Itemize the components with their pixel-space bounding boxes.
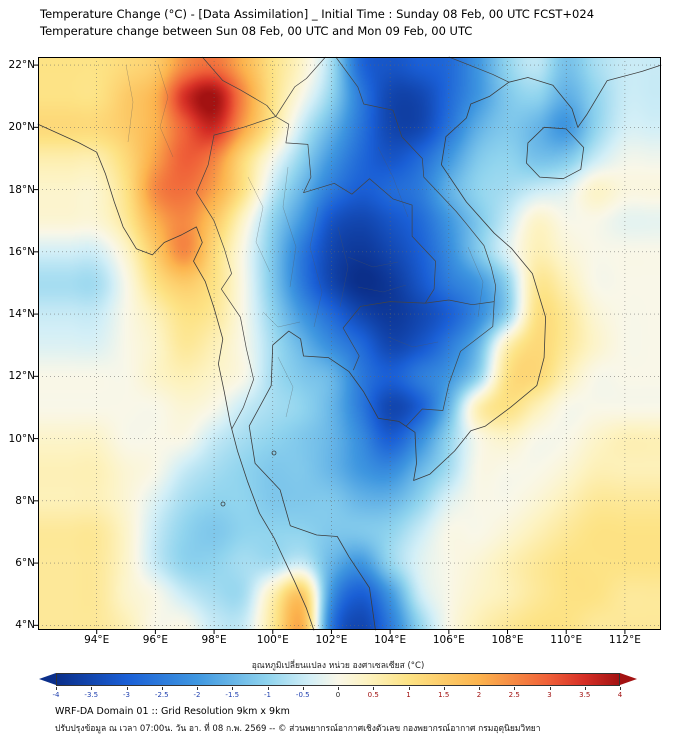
x-tick-label: 94°E <box>84 634 110 646</box>
colorbar-tick-label: 2.5 <box>508 691 520 699</box>
x-tick-label: 104°E <box>374 634 407 646</box>
colorbar-tick-mark <box>161 687 163 690</box>
island-phuket <box>220 501 226 507</box>
colorbar-overflow-arrow <box>620 673 637 685</box>
axis-tick-marks <box>34 64 626 634</box>
colorbar-tick-labels: -4 -3.5 -3 -2.5 -2 -1.5 -1 -0.5 0 0.5 1 1.5 2 2.5 3 3.5… <box>52 687 623 701</box>
coastline-west-peninsula <box>37 123 315 631</box>
colorbar-tick-label: -2.5 <box>154 691 169 699</box>
colorbar-tick-label: 0 <box>335 691 341 699</box>
y-tick-label: 16°N <box>8 245 35 258</box>
border-laos-vietnam <box>335 56 497 302</box>
x-tick-label: 96°E <box>142 634 168 646</box>
y-tick-label: 4°N <box>15 619 35 632</box>
footer-agency-info: ปรับปรุงข้อมูล ณ เวลา 07:00น. วัน อา. ที… <box>55 724 541 734</box>
y-tick-label: 8°N <box>15 494 35 507</box>
x-tick-label: 106°E <box>432 634 465 646</box>
colorbar-tick-mark <box>620 687 621 690</box>
y-tick-label: 14°N <box>8 308 35 321</box>
border-myanmar-thailand <box>196 116 276 430</box>
x-tick-label: 108°E <box>491 634 524 646</box>
x-tick-label: 98°E <box>201 634 227 646</box>
colorbar-tick-mark <box>267 687 269 690</box>
colorbar-gradient <box>56 673 620 686</box>
colorbar-tick-label: 0.5 <box>367 691 379 699</box>
colorbar-tick-label: 4 <box>617 691 623 699</box>
border-cambodia-vietnam <box>405 301 495 427</box>
border-myanmar-china <box>202 56 276 117</box>
header: Temperature Change (°C) - [Data Assimila… <box>40 6 594 40</box>
y-tick-label: 18°N <box>8 183 35 196</box>
colorbar-title: อุณหภูมิเปลี่ยนแปลง หน่วย องศาเซลเซียส (… <box>251 661 425 671</box>
colorbar-tick-mark <box>302 687 304 690</box>
colorbar-tick-mark <box>479 687 480 690</box>
border-thailand-laos-cambodia <box>275 116 436 371</box>
y-tick-label: 22°N <box>8 59 35 72</box>
colorbar-tick-label: -4 <box>52 691 60 699</box>
footer-domain-info: WRF-DA Domain 01 :: Grid Resolution 9km … <box>55 706 290 717</box>
coastline-hainan-island <box>526 126 585 180</box>
chart-subtitle: Temperature change between Sun 08 Feb, 0… <box>40 24 473 38</box>
colorbar-tick-mark <box>373 687 375 690</box>
colorbar-tick-mark <box>56 687 57 690</box>
y-tick-label: 20°N <box>8 121 35 134</box>
y-tick-label: 12°N <box>8 370 35 383</box>
colorbar-tick-label: 1.5 <box>438 691 450 699</box>
island-samui <box>271 450 277 456</box>
x-tick-label: 112°E <box>608 634 641 646</box>
colorbar-tick-mark <box>338 687 339 690</box>
colorbar-tick-label: 2 <box>476 691 482 699</box>
colorbar-tick-label: 3 <box>547 691 552 699</box>
chart-title: Temperature Change (°C) - [Data Assimila… <box>40 7 595 21</box>
colorbar-tick-mark <box>91 687 93 690</box>
colorbar-tick-label: -0.5 <box>295 691 310 699</box>
y-tick-label: 10°N <box>8 432 35 445</box>
colorbar-tick-label: -3.5 <box>84 691 99 699</box>
map-plot: 94°E 96°E 98°E 100°E 102°E 104°E 106°E 108°E 110… <box>9 56 662 646</box>
colorbar-underflow-arrow <box>39 673 56 685</box>
border-laos-cambodia <box>425 299 495 306</box>
border-myanmar-laos <box>275 56 326 117</box>
country-borders <box>196 56 510 430</box>
colorbar-tick-label: -1.5 <box>225 691 240 699</box>
colorbar-tick-mark <box>514 687 516 690</box>
plot-border <box>38 57 661 630</box>
colorbar-tick-mark <box>549 687 551 690</box>
colorbar-tick-mark <box>126 687 128 690</box>
colorbar-tick-label: -3 <box>123 691 130 699</box>
colorbar-tick-label: 1 <box>406 691 411 699</box>
colorbar-tick-mark <box>584 687 586 690</box>
colorbar-tick-label: -1 <box>264 691 271 699</box>
admin-boundaries <box>125 64 484 418</box>
colorbar-tick-mark <box>408 687 410 690</box>
border-vietnam-china <box>448 56 510 83</box>
province-boundary-lines <box>125 64 484 418</box>
x-tick-label: 102°E <box>315 634 348 646</box>
map-overlay <box>34 56 662 634</box>
x-tick-label: 100°E <box>256 634 289 646</box>
x-tick-label: 110°E <box>550 634 583 646</box>
colorbar-tick-mark <box>197 687 198 690</box>
colorbar-tick-mark <box>232 687 234 690</box>
graticule-gridlines <box>38 57 661 630</box>
colorbar-tick-label: -2 <box>193 691 201 699</box>
colorbar-tick-label: 3.5 <box>579 691 591 699</box>
colorbar <box>39 673 637 686</box>
temperature-heatmap-canvas <box>38 57 661 630</box>
colorbar-tick-mark <box>443 687 445 690</box>
coastline-gulf-vietnam-china <box>248 64 662 631</box>
y-tick-label: 6°N <box>15 557 35 570</box>
coastlines <box>37 64 662 631</box>
